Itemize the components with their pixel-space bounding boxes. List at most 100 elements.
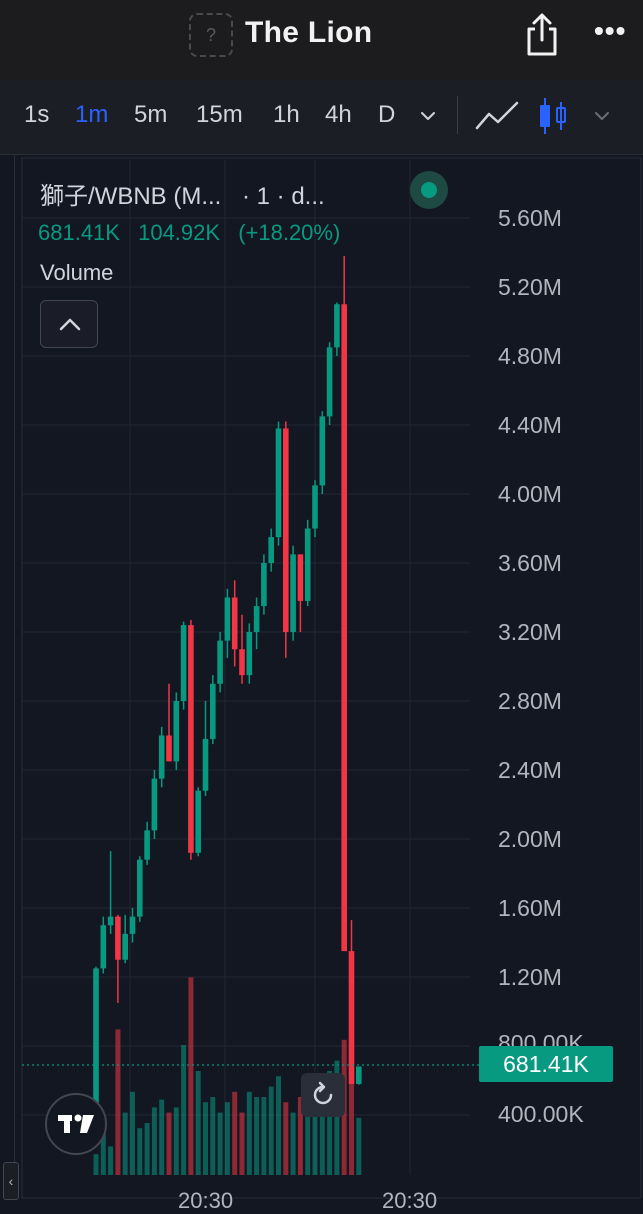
candle-body — [224, 597, 231, 641]
volume-bar — [261, 1097, 267, 1175]
volume-bar — [93, 1154, 99, 1175]
more-icon[interactable]: ••• — [594, 15, 627, 46]
token-placeholder-icon: ? — [189, 13, 233, 57]
last-price-value: 681.41K — [38, 220, 120, 245]
tradingview-logo-icon[interactable] — [45, 1093, 107, 1155]
price-axis-label: 4.00M — [498, 481, 562, 507]
change-pct-value: (+18.20%) — [238, 220, 341, 245]
reset-chart-button[interactable] — [301, 1073, 345, 1117]
volume-bar — [312, 1091, 318, 1175]
volume-bar — [268, 1086, 274, 1175]
candle-body — [100, 925, 107, 969]
volume-bar — [232, 1091, 238, 1175]
price-axis-label: 4.80M — [498, 343, 562, 369]
price-axis-label: 5.20M — [498, 274, 562, 300]
volume-bar — [254, 1097, 260, 1175]
candle-body — [283, 428, 289, 632]
candle-body — [261, 563, 267, 607]
candle-body — [115, 916, 121, 960]
candle-body — [107, 916, 114, 926]
price-axis-label: 2.40M — [498, 757, 562, 783]
timeframe-15m[interactable]: 15m — [196, 101, 243, 128]
timeframe-1m[interactable]: 1m — [75, 101, 109, 128]
candle-body — [144, 830, 150, 860]
candle-body — [129, 916, 136, 934]
market-status-icon — [410, 171, 448, 209]
price-axis-label: 2.00M — [498, 826, 562, 852]
chevron-down-icon[interactable] — [592, 106, 612, 126]
volume-bar — [115, 1029, 121, 1175]
chevron-up-icon — [59, 318, 81, 331]
candle-body — [173, 701, 180, 762]
candle-body — [188, 625, 194, 853]
top-header: ? The Lion ••• — [0, 0, 643, 80]
volume-bar — [239, 1112, 245, 1175]
volume-bar — [137, 1128, 143, 1175]
price-axis-label: 3.60M — [498, 550, 562, 576]
reset-icon — [313, 1081, 333, 1105]
candlestick-icon[interactable] — [536, 96, 570, 136]
volume-bar — [173, 1107, 179, 1175]
volume-bar — [224, 1102, 230, 1175]
volume-bar — [203, 1102, 208, 1175]
candle-body — [341, 304, 347, 952]
candle-body — [231, 597, 238, 650]
candle-body — [137, 859, 143, 917]
candle-body — [122, 933, 128, 960]
timeframe-1h[interactable]: 1h — [273, 101, 300, 128]
candle-body — [151, 778, 158, 831]
candle-body — [290, 554, 296, 632]
price-axis-label: 2.80M — [498, 688, 562, 714]
volume-bar — [334, 1060, 340, 1175]
volume-bar — [130, 1091, 135, 1175]
tv-logo-mark — [58, 1114, 94, 1133]
timeframe-4h[interactable]: 4h — [325, 101, 352, 128]
timeframe-d[interactable]: D — [378, 101, 396, 128]
price-axis-label: 5.60M — [498, 205, 562, 231]
volume-bar — [159, 1099, 165, 1175]
volume-bar — [276, 1076, 281, 1175]
volume-bar — [188, 977, 194, 1175]
volume-bar — [108, 1146, 114, 1175]
candle-body — [356, 1066, 362, 1084]
volume-bar — [217, 1112, 223, 1175]
candle-body — [217, 640, 223, 684]
candle-body — [334, 304, 340, 348]
volume-bar — [283, 1102, 289, 1175]
candle-body — [158, 735, 165, 779]
candle-body — [202, 738, 209, 791]
volume-bar — [151, 1107, 157, 1175]
price-axis-label: 3.20M — [498, 619, 562, 645]
volume-bar — [210, 1097, 216, 1175]
volume-bar — [144, 1123, 150, 1175]
chevron-down-icon[interactable] — [418, 106, 438, 126]
candle-body — [180, 625, 187, 701]
candle-body — [268, 537, 274, 563]
legend-values: 681.41K 104.92K (+18.20%) — [38, 220, 352, 246]
candle-body — [326, 347, 333, 417]
line-chart-icon[interactable] — [474, 98, 520, 134]
price-axis-label: 1.60M — [498, 895, 562, 921]
chart-scroll-handle[interactable]: ‹ — [3, 1162, 19, 1200]
left-gutter — [0, 155, 15, 1200]
candle-body — [348, 951, 355, 1084]
volume-bar — [166, 1112, 172, 1175]
current-price-tag: 681.41K — [479, 1046, 613, 1082]
share-icon[interactable] — [522, 12, 562, 58]
price-axis-label: 400.00K — [498, 1101, 584, 1127]
candle-body — [304, 528, 311, 601]
timeframe-5m[interactable]: 5m — [134, 101, 168, 128]
timeframe-1s[interactable]: 1s — [24, 101, 50, 128]
volume-bar — [195, 1071, 201, 1175]
candle-body — [166, 735, 172, 762]
volume-bar — [356, 1117, 362, 1175]
candle-body — [210, 683, 216, 739]
volume-bar — [181, 1045, 187, 1175]
symbol-label: 獅子/WBNB (M... — [40, 183, 222, 210]
collapse-legend-button[interactable] — [40, 300, 98, 348]
candle-body — [253, 606, 260, 632]
candle-body — [297, 554, 304, 601]
candle-body — [239, 649, 245, 676]
volume-bar — [100, 1128, 106, 1175]
